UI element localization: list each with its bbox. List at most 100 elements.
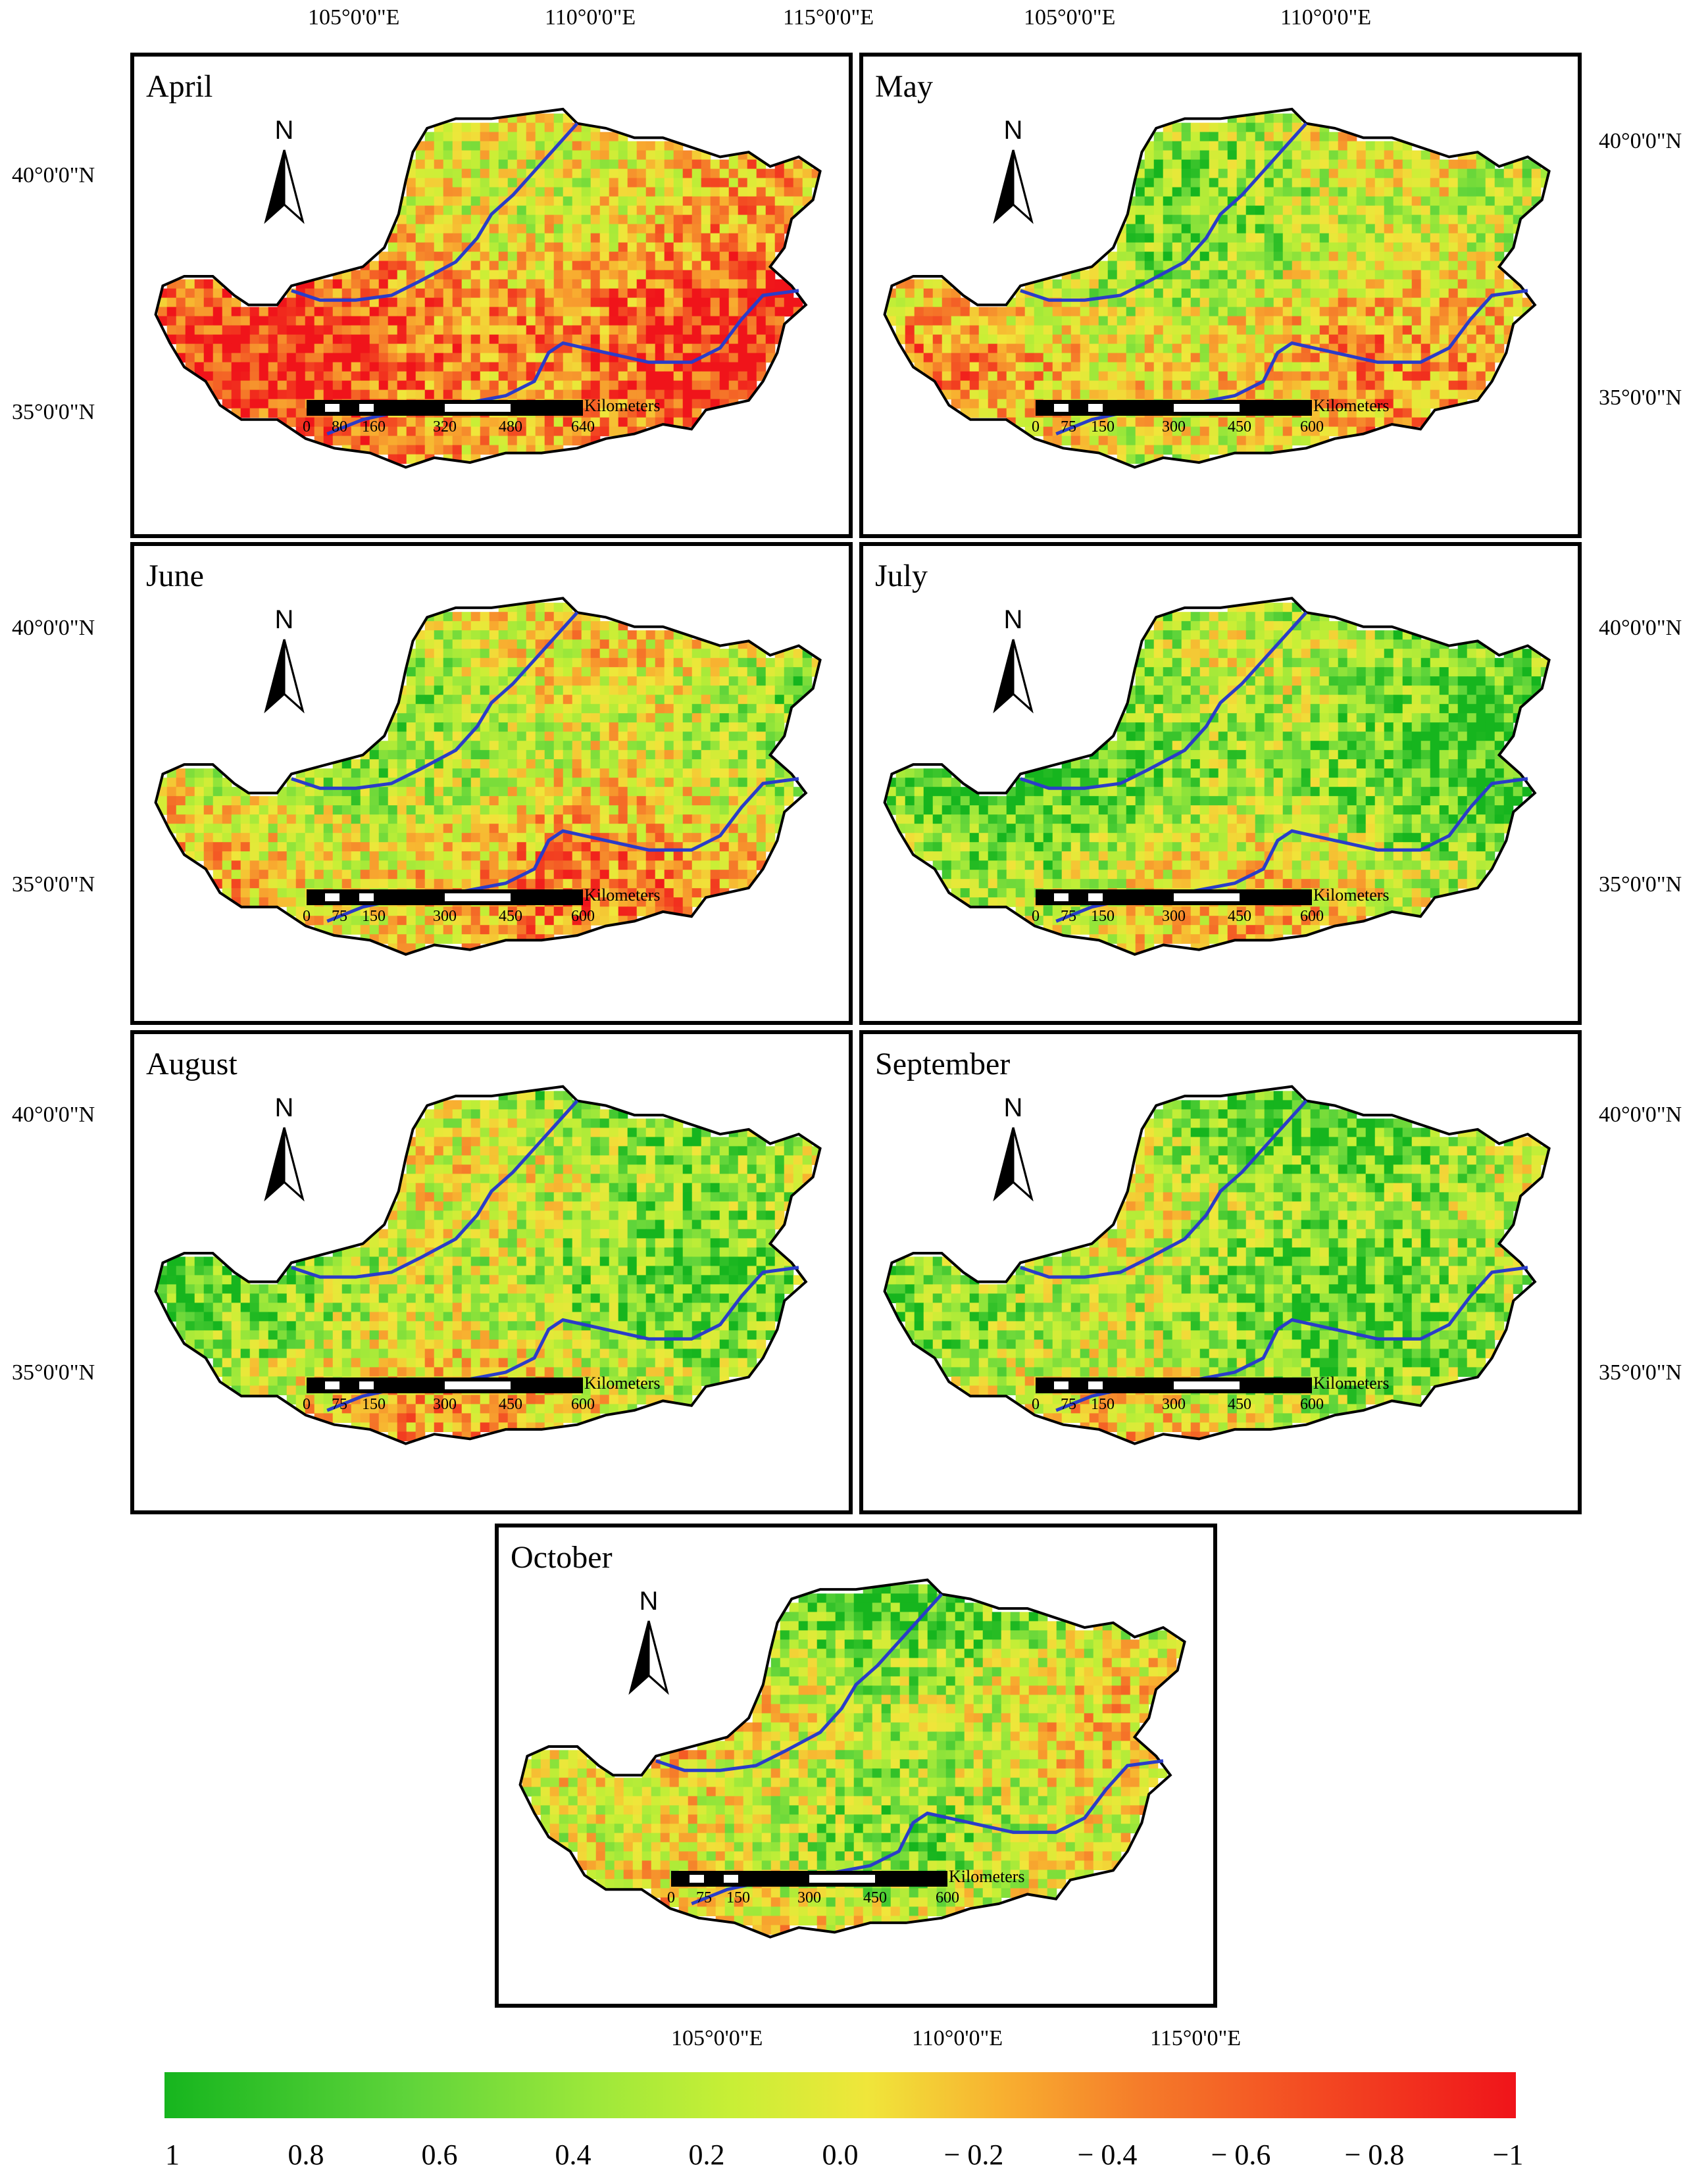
plateau-map (883, 107, 1551, 469)
scale-units-label: Kilometers (1313, 396, 1390, 415)
scale-tick-label: 320 (433, 418, 457, 435)
scale-tick-label: 450 (499, 908, 522, 925)
scale-tick-label: 75 (1061, 1396, 1076, 1413)
plateau-boundary (154, 1085, 822, 1445)
right-lat-label-6: 35°0'0"N (1599, 1360, 1682, 1385)
scale-bar: Kilometers 0 75 150 300 450 600 (303, 885, 701, 941)
scale-tick-label: 150 (1091, 1396, 1115, 1413)
scale-tick-label: 450 (1228, 1396, 1251, 1413)
north-label: N (1003, 116, 1023, 145)
left-lat-label-6: 35°0'0"N (12, 1360, 95, 1385)
scale-tick-label: 600 (571, 908, 595, 925)
map-panel-may: May N Kilometers 0 75 150 300 450 600 (859, 53, 1582, 538)
plateau-map (883, 1085, 1551, 1445)
month-title: September (875, 1047, 1011, 1081)
scale-tick-label: 150 (1091, 418, 1115, 435)
legend-tick-label: − 0.6 (1211, 2139, 1271, 2171)
scale-tick-label: 480 (499, 418, 522, 435)
month-title: July (875, 558, 928, 593)
scale-tick-label: 300 (1162, 1396, 1186, 1413)
scale-units-label: Kilometers (584, 885, 661, 905)
plateau-boundary (883, 107, 1551, 469)
left-lat-label-2: 35°0'0"N (12, 400, 95, 424)
plateau-map (154, 107, 822, 469)
scale-units-label: Kilometers (1313, 1374, 1390, 1393)
scale-tick-label: 0 (303, 418, 311, 435)
legend-tick-label: 0.4 (555, 2139, 591, 2171)
north-label: N (1003, 1093, 1023, 1122)
legend-tick-label: − 0.4 (1077, 2139, 1138, 2171)
north-arrow-icon: N (987, 605, 1040, 717)
scale-tick-label: 300 (1162, 908, 1186, 925)
right-lat-label-5: 40°0'0"N (1599, 1103, 1682, 1127)
north-arrow-icon: N (622, 1587, 675, 1699)
scale-tick-label: 150 (362, 1396, 386, 1413)
top-lon-label-3: 115°0'0"E (783, 5, 874, 30)
north-label: N (274, 116, 294, 145)
scale-units-label: Kilometers (949, 1867, 1025, 1886)
map-panel-april: April N Kilometers 0 80 160 320 480 640 (130, 53, 853, 538)
scale-bar: Kilometers 0 80 160 320 480 640 (303, 396, 701, 451)
right-lat-label-4: 35°0'0"N (1599, 872, 1682, 897)
correlation-raster (886, 603, 1549, 953)
legend-tick-label: 0.6 (421, 2139, 458, 2171)
northern-boundary-line (291, 611, 579, 790)
legend-tick-label: 1 (165, 2139, 180, 2171)
northern-boundary-line (1020, 611, 1308, 790)
bottom-lon-label-1: 105°0'0"E (671, 2026, 763, 2050)
correlation-raster (886, 1091, 1549, 1441)
northern-boundary-line (291, 122, 579, 302)
legend-tick-label: −1 (1492, 2139, 1524, 2171)
plateau-map (154, 1085, 822, 1445)
north-arrow-icon: N (258, 1093, 311, 1205)
scale-tick-label: 0 (303, 908, 311, 925)
scale-units-label: Kilometers (584, 396, 661, 415)
scale-tick-label: 450 (863, 1889, 887, 1906)
top-lon-label-1: 105°0'0"E (308, 5, 400, 30)
right-lat-label-2: 35°0'0"N (1599, 385, 1682, 410)
scale-tick-label: 600 (571, 1396, 595, 1413)
scale-tick-label: 0 (1032, 418, 1040, 435)
legend-tick-label: 0.0 (822, 2139, 859, 2171)
scale-tick-label: 75 (1061, 418, 1076, 435)
top-lon-label-2: 110°0'0"E (545, 5, 636, 30)
scale-tick-label: 640 (571, 418, 595, 435)
scale-tick-label: 600 (1300, 908, 1324, 925)
scale-tick-label: 300 (433, 1396, 457, 1413)
scale-tick-label: 75 (1061, 908, 1076, 925)
plateau-boundary (154, 597, 822, 956)
scale-tick-label: 80 (332, 418, 347, 435)
plateau-map (883, 597, 1551, 956)
scale-tick-label: 160 (362, 418, 386, 435)
left-lat-label-4: 35°0'0"N (12, 872, 95, 897)
north-arrow-icon: N (258, 116, 311, 228)
top-lon-label-4: 105°0'0"E (1024, 5, 1116, 30)
month-title: August (146, 1047, 238, 1081)
bottom-lon-label-3: 115°0'0"E (1150, 2026, 1242, 2050)
map-panel-july: July N Kilometers 0 75 150 300 450 600 (859, 542, 1582, 1025)
month-title: May (875, 69, 933, 104)
plateau-map (154, 597, 822, 956)
scale-bar: Kilometers 0 75 150 300 450 600 (667, 1867, 1066, 1922)
left-lat-label-3: 40°0'0"N (12, 616, 95, 640)
north-label: N (1003, 605, 1023, 634)
left-lat-label-5: 40°0'0"N (12, 1103, 95, 1127)
map-panel-september: September N Kilometers 0 75 150 300 450 600 (859, 1030, 1582, 1514)
legend-tick-label: 0.2 (688, 2139, 725, 2171)
northern-boundary-line (655, 1593, 943, 1772)
scale-tick-label: 75 (332, 908, 347, 925)
scale-units-label: Kilometers (1313, 885, 1390, 905)
right-lat-label-1: 40°0'0"N (1599, 129, 1682, 153)
scale-bar: Kilometers 0 75 150 300 450 600 (1032, 396, 1430, 451)
northern-boundary-line (291, 1099, 579, 1279)
plateau-map (518, 1578, 1186, 1939)
legend-tick-label: − 0.2 (943, 2139, 1004, 2171)
scale-tick-label: 0 (303, 1396, 311, 1413)
scale-tick-label: 150 (726, 1889, 750, 1906)
color-legend (164, 2072, 1516, 2118)
scale-tick-label: 75 (332, 1396, 347, 1413)
scale-tick-label: 600 (1300, 1396, 1324, 1413)
top-lon-label-5: 110°0'0"E (1280, 5, 1372, 30)
scale-tick-label: 300 (433, 908, 457, 925)
north-arrow-icon: N (258, 605, 311, 717)
